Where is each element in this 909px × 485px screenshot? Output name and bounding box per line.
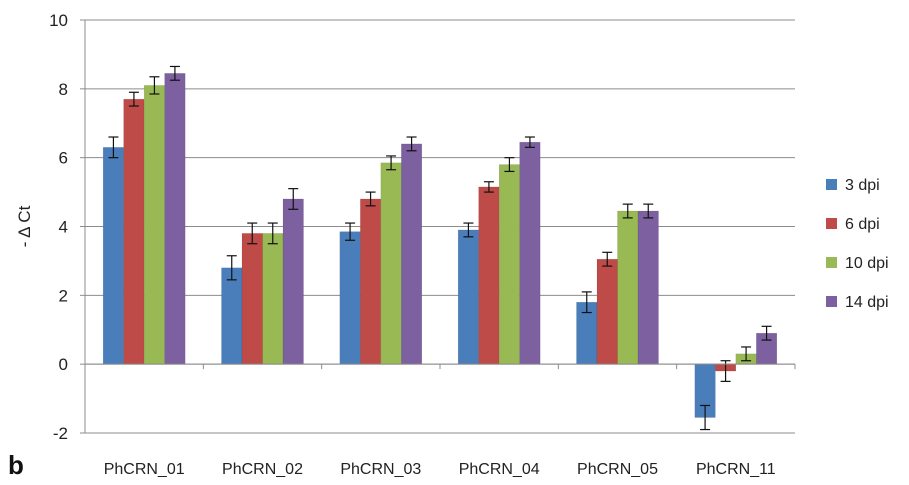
legend-swatch (826, 179, 837, 190)
y-tick-label: 2 (59, 286, 68, 305)
x-category-label: PhCRN_03 (340, 461, 421, 478)
bar (143, 85, 165, 365)
x-category-label: PhCRN_04 (459, 461, 540, 478)
bar (282, 198, 304, 365)
legend-label: 6 dpi (845, 216, 880, 233)
y-tick-label: 8 (59, 80, 68, 99)
bar (123, 98, 145, 365)
x-category-label: PhCRN_05 (577, 461, 658, 478)
legend-swatch (826, 257, 837, 268)
y-tick-label: 6 (59, 149, 68, 168)
legend: 3 dpi 6 dpi 10 dpi 14 dpi (826, 177, 889, 311)
gridlines (80, 19, 795, 434)
bar (637, 210, 659, 365)
axes (84, 20, 796, 433)
bar (102, 147, 124, 365)
y-tick-label: -2 (53, 424, 68, 443)
bar (457, 229, 479, 365)
x-category-label: PhCRN_11 (696, 461, 776, 478)
bar (380, 162, 402, 365)
bar (401, 143, 423, 365)
bar (478, 186, 500, 365)
y-tick-labels: -2 0 2 4 6 8 10 (49, 11, 68, 443)
legend-swatch (826, 218, 837, 229)
legend-label: 14 dpi (845, 294, 889, 311)
y-tick-label: 0 (59, 355, 68, 374)
bar (339, 231, 361, 365)
bar (617, 210, 639, 365)
y-axis-label: - Δ Ct (15, 205, 34, 247)
legend-label: 3 dpi (845, 177, 880, 194)
bar (164, 73, 186, 365)
x-category-label: PhCRN_02 (222, 461, 303, 478)
y-tick-label: 10 (49, 11, 68, 30)
x-category-label: PhCRN_01 (104, 461, 185, 478)
y-tick-label: 4 (59, 218, 68, 237)
bar (519, 141, 541, 365)
panel-label: b (8, 450, 24, 480)
legend-label: 10 dpi (845, 255, 889, 272)
bar (221, 267, 243, 365)
bar (498, 164, 520, 365)
bar (360, 198, 382, 365)
bar (262, 233, 284, 365)
bar (596, 258, 618, 365)
legend-swatch (826, 296, 837, 307)
bar (241, 233, 263, 365)
x-category-labels: PhCRN_01 PhCRN_02 PhCRN_03 PhCRN_04 PhCRN_05… (104, 461, 776, 478)
bars (102, 65, 778, 431)
